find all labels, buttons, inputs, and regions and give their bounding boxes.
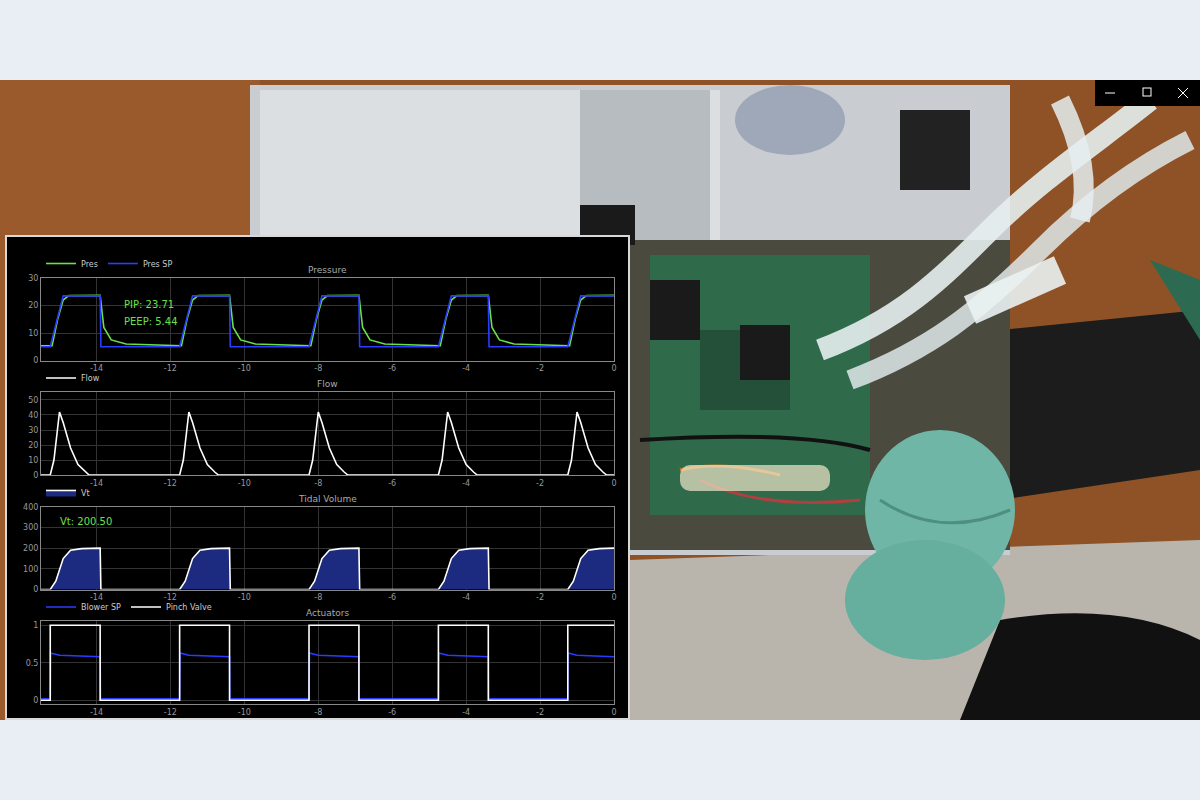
svg-text:-6: -6 [388, 593, 396, 602]
svg-text:40: 40 [28, 411, 38, 420]
svg-text:-12: -12 [164, 708, 177, 717]
svg-text:0: 0 [611, 479, 616, 488]
svg-text:-14: -14 [90, 364, 103, 373]
svg-text:-4: -4 [462, 479, 470, 488]
svg-text:100: 100 [23, 565, 38, 574]
svg-text:0: 0 [33, 696, 38, 705]
svg-text:Tidal Volume: Tidal Volume [298, 494, 357, 504]
svg-text:Flow: Flow [317, 379, 338, 389]
svg-text:PIP: 23.71: PIP: 23.71 [124, 299, 174, 310]
svg-text:-6: -6 [388, 364, 396, 373]
svg-text:-10: -10 [238, 593, 251, 602]
svg-text:30: 30 [28, 274, 38, 283]
svg-text:400: 400 [23, 503, 38, 512]
svg-text:-2: -2 [536, 364, 544, 373]
svg-text:Pres: Pres [81, 260, 98, 269]
svg-text:-2: -2 [536, 708, 544, 717]
svg-text:-8: -8 [314, 479, 322, 488]
svg-text:-10: -10 [238, 708, 251, 717]
svg-text:-10: -10 [238, 479, 251, 488]
svg-text:-10: -10 [238, 364, 251, 373]
svg-text:PEEP: 5.44: PEEP: 5.44 [124, 316, 178, 327]
svg-text:0: 0 [33, 471, 38, 480]
svg-text:50: 50 [28, 396, 38, 405]
svg-text:-8: -8 [314, 708, 322, 717]
svg-text:Vt: Vt [81, 489, 90, 498]
svg-text:10: 10 [28, 329, 38, 338]
svg-text:-4: -4 [462, 708, 470, 717]
svg-text:-6: -6 [388, 708, 396, 717]
svg-text:20: 20 [28, 301, 38, 310]
svg-text:Pres SP: Pres SP [143, 260, 173, 269]
svg-text:-2: -2 [536, 479, 544, 488]
svg-text:300: 300 [23, 523, 38, 532]
svg-text:200: 200 [23, 544, 38, 553]
svg-text:-2: -2 [536, 593, 544, 602]
svg-text:-14: -14 [90, 593, 103, 602]
svg-text:30: 30 [28, 426, 38, 435]
svg-text:0: 0 [611, 708, 616, 717]
svg-text:1: 1 [33, 621, 38, 630]
svg-text:-14: -14 [90, 708, 103, 717]
svg-text:10: 10 [28, 456, 38, 465]
svg-text:-14: -14 [90, 479, 103, 488]
svg-text:Blower SP: Blower SP [81, 603, 121, 612]
svg-text:0: 0 [33, 585, 38, 594]
svg-text:-8: -8 [314, 593, 322, 602]
svg-text:20: 20 [28, 441, 38, 450]
svg-text:0: 0 [611, 364, 616, 373]
svg-text:-12: -12 [164, 593, 177, 602]
svg-text:Pinch Valve: Pinch Valve [166, 603, 212, 612]
svg-text:Vt: 200.50: Vt: 200.50 [60, 516, 112, 527]
svg-text:0: 0 [33, 356, 38, 365]
svg-text:0.5: 0.5 [26, 659, 39, 668]
svg-text:-8: -8 [314, 364, 322, 373]
svg-text:Actuators: Actuators [306, 608, 349, 618]
svg-text:-6: -6 [388, 479, 396, 488]
svg-text:-12: -12 [164, 479, 177, 488]
svg-text:-4: -4 [462, 593, 470, 602]
svg-text:-4: -4 [462, 364, 470, 373]
svg-text:0: 0 [611, 593, 616, 602]
svg-text:Flow: Flow [81, 374, 100, 383]
svg-text:-12: -12 [164, 364, 177, 373]
svg-text:Pressure: Pressure [308, 265, 347, 275]
